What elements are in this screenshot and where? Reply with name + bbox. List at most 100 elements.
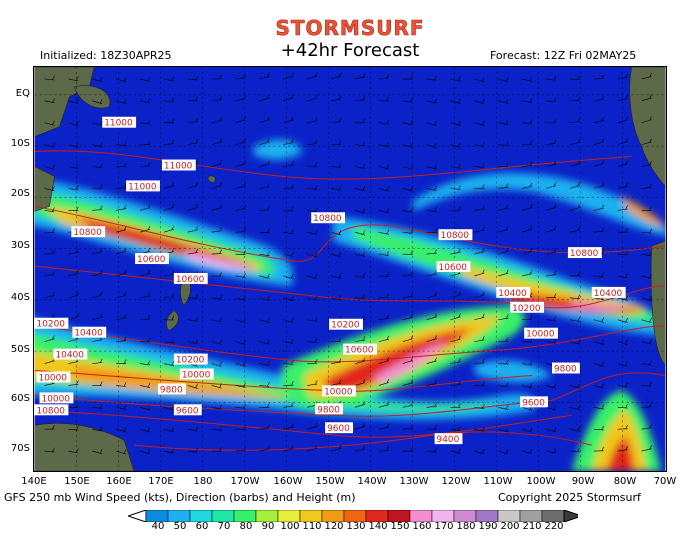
- wind-barb: [259, 116, 270, 124]
- contour-label: 10400: [53, 348, 88, 361]
- svg-text:9800: 9800: [317, 405, 340, 415]
- wind-barb: [426, 249, 437, 255]
- wind-barb: [283, 251, 294, 257]
- wind-barb: [140, 140, 151, 146]
- wind-barb: [641, 251, 652, 257]
- wind-barb: [354, 273, 366, 278]
- wind-barb: [307, 274, 318, 280]
- wind-barb: [139, 225, 151, 233]
- wind-barb: [354, 73, 366, 80]
- svg-text:11000: 11000: [164, 161, 193, 171]
- wind-barb: [307, 72, 318, 80]
- wind-barb: [426, 228, 437, 233]
- wind-barb: [283, 381, 294, 386]
- wind-barb: [116, 314, 127, 321]
- wind-barb: [545, 225, 557, 233]
- contour-label: 10600: [173, 272, 208, 285]
- wind-barb: [259, 160, 270, 167]
- wind-barb: [593, 404, 605, 410]
- wind-barb: [331, 252, 342, 258]
- wind-barb: [641, 73, 652, 80]
- wind-barb: [522, 383, 533, 389]
- colorbar-value: 50: [173, 521, 187, 532]
- wind-barb: [92, 98, 103, 105]
- wind-barb: [211, 425, 222, 431]
- wind-barb: [498, 98, 509, 104]
- wind-barb: [259, 183, 270, 189]
- wind-barb: [617, 116, 628, 124]
- wind-barb: [187, 316, 199, 322]
- wind-barb: [474, 404, 485, 410]
- contour-label: 10400: [72, 326, 107, 339]
- wind-barb: [187, 226, 199, 233]
- colorbar-value: 140: [368, 521, 388, 532]
- wind-barb: [283, 423, 294, 430]
- wind-barb: [450, 76, 461, 82]
- lat-label-30s: 30S: [10, 240, 30, 251]
- wind-barb: [211, 138, 222, 145]
- wind-barb: [259, 205, 270, 211]
- wind-barb: [569, 339, 581, 345]
- wind-barb: [259, 360, 270, 366]
- wind-barb: [283, 138, 294, 145]
- wind-barb: [593, 95, 605, 102]
- wind-barb: [163, 97, 175, 103]
- wind-barb: [307, 422, 318, 430]
- wind-barb: [331, 95, 342, 102]
- wind-barb: [617, 339, 628, 345]
- wind-barb: [307, 162, 318, 167]
- svg-text:10800: 10800: [441, 231, 470, 241]
- wind-barb: [44, 186, 55, 192]
- wind-barb: [641, 402, 652, 408]
- wind-barb: [522, 225, 533, 233]
- wind-barb: [331, 444, 342, 452]
- wind-barb: [617, 361, 628, 367]
- wind-barb: [474, 98, 485, 105]
- wind-barb: [545, 270, 557, 277]
- svg-text:10600: 10600: [345, 346, 374, 356]
- wind-barb: [426, 98, 437, 104]
- wind-barb: [522, 427, 533, 433]
- wind-barb: [378, 446, 390, 452]
- contour-label: 10200: [173, 353, 208, 366]
- wind-barb: [402, 357, 413, 364]
- wind-barb: [259, 273, 270, 279]
- wind-barb: [92, 76, 103, 82]
- lat-label-40s: 40S: [10, 292, 30, 303]
- wind-barb: [426, 142, 437, 148]
- wind-barb: [211, 117, 222, 124]
- wind-barb: [402, 75, 413, 80]
- lon-label: 140E: [21, 476, 47, 487]
- svg-text:10200: 10200: [512, 304, 541, 314]
- lon-label: 100W: [526, 476, 556, 487]
- lat-label-50s: 50S: [10, 344, 30, 355]
- contour-label: 9400: [434, 433, 463, 445]
- wind-barb: [569, 316, 581, 322]
- wind-barb: [354, 186, 366, 192]
- wind-barb: [44, 207, 55, 213]
- colorbar-max-arrow: [563, 510, 578, 522]
- contour-label: 10000: [179, 368, 214, 380]
- wind-barb: [569, 405, 581, 411]
- contour-label: 10600: [135, 253, 169, 265]
- wind-barb: [211, 361, 222, 367]
- contour-label: 10200: [329, 318, 363, 331]
- wind-barb: [569, 271, 581, 277]
- contour-label: 10800: [438, 229, 473, 241]
- lon-label: 170E: [148, 476, 174, 487]
- wind-barb: [259, 138, 270, 145]
- wind-barb: [307, 316, 318, 322]
- wind-barb: [617, 250, 628, 256]
- wind-barb: [498, 427, 509, 433]
- wind-barb: [92, 313, 103, 321]
- wind-barb: [331, 163, 342, 168]
- wind-barb: [163, 76, 175, 82]
- wind-barb: [163, 139, 175, 145]
- wind-barb: [187, 447, 199, 453]
- wind-barb: [354, 336, 366, 342]
- wind-barb: [498, 204, 509, 211]
- wind-barb: [426, 313, 437, 321]
- wind-barb: [44, 228, 55, 234]
- contour-label: 10600: [343, 343, 377, 356]
- lon-label: 120W: [441, 476, 471, 487]
